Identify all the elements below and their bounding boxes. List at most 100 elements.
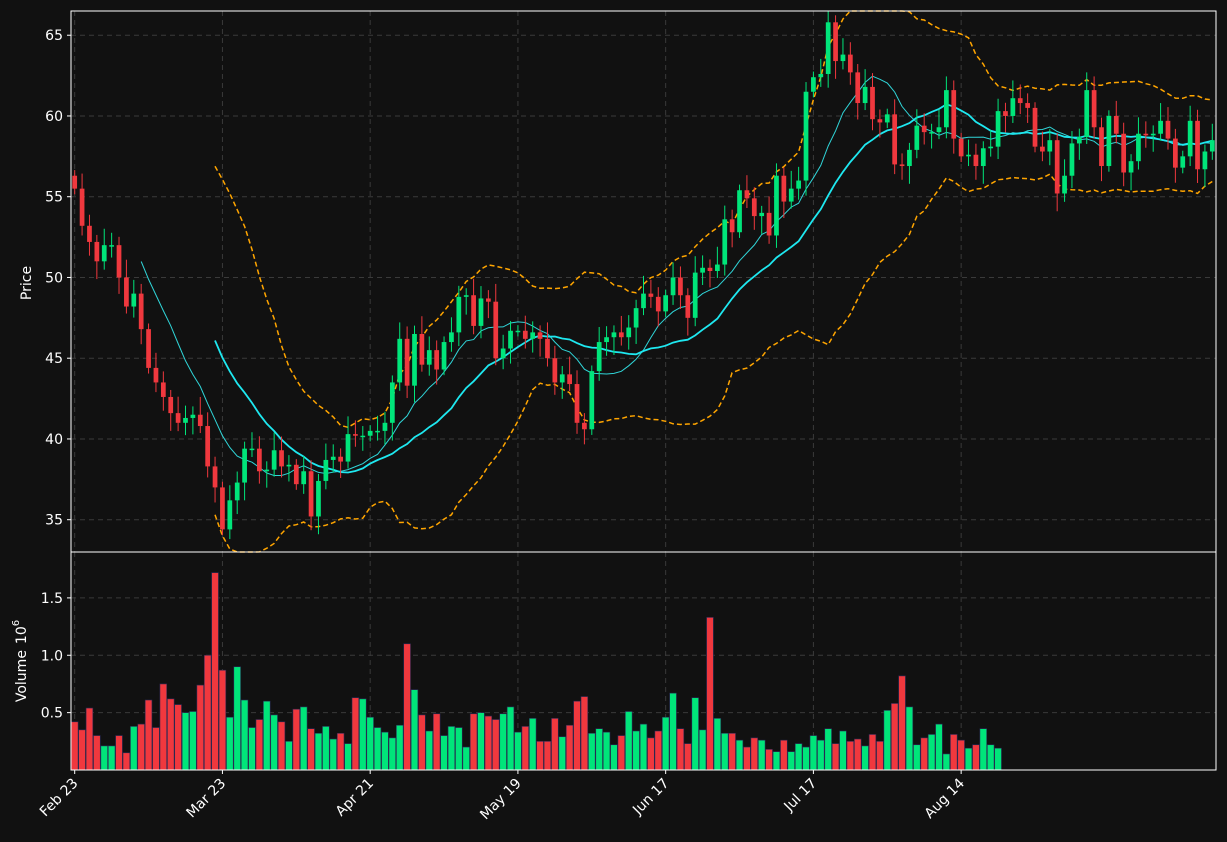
volume-bar [373, 727, 382, 771]
candle-body [618, 332, 624, 338]
candle-body [153, 367, 159, 383]
volume-bar [359, 698, 367, 771]
volume-tick-label: 0.5 [41, 706, 63, 722]
candle-body [921, 125, 927, 133]
volume-bar [107, 745, 116, 771]
candle-body [412, 333, 417, 386]
candle-body [589, 371, 595, 430]
candle-body [1143, 133, 1149, 136]
price-axis-label: Price [19, 266, 35, 300]
candle-body [1076, 136, 1082, 144]
volume-bar [174, 704, 182, 771]
candle-body [212, 466, 218, 488]
volume-bar [189, 711, 197, 771]
candle-body [242, 448, 247, 483]
volume-bar [721, 732, 729, 771]
candle-body [663, 295, 669, 312]
candle-body [567, 374, 572, 385]
volume-bar [809, 735, 818, 771]
volume-bar [706, 617, 714, 771]
candle-body [1032, 107, 1038, 147]
candle-body [899, 164, 905, 167]
volume-bar [802, 746, 810, 771]
price-tick-label: 35 [45, 513, 63, 529]
volume-bar [477, 712, 485, 771]
candle-body [870, 86, 875, 120]
candle-body [486, 298, 491, 302]
price-tick-label: 40 [45, 432, 63, 448]
volume-bar [684, 743, 692, 771]
volume-bar [159, 683, 168, 771]
candle-body [751, 198, 757, 217]
volume-bars [71, 572, 1002, 771]
candle-body [862, 86, 868, 104]
volume-bar [93, 735, 101, 771]
candle-body [980, 148, 986, 167]
candle-body [1003, 111, 1008, 116]
candle-body [825, 22, 831, 74]
candle-body [345, 434, 351, 462]
candle-body [833, 22, 838, 62]
volume-bar [728, 732, 736, 771]
candle-body [72, 175, 78, 189]
volume-axis-label: Volume 106 [11, 620, 30, 702]
candle-body [995, 111, 1001, 147]
candle-body [1084, 90, 1090, 137]
volume-bar [322, 726, 330, 771]
candle-body [301, 471, 307, 485]
volume-bar [647, 737, 655, 771]
candle-body [596, 342, 602, 372]
candle-body [685, 295, 691, 318]
volume-bar [277, 721, 286, 771]
volume-bar [469, 713, 478, 771]
volume-bar [167, 698, 175, 771]
candle-body [323, 459, 329, 481]
candle-body [729, 219, 735, 233]
price-tick-label: 65 [45, 28, 63, 44]
volume-bar [950, 734, 958, 771]
volume-bar [868, 734, 877, 771]
volume-bar [676, 728, 685, 771]
candle-body [522, 330, 528, 339]
volume-bar [757, 739, 766, 771]
candle-body [190, 414, 196, 418]
candle-body [840, 54, 846, 62]
volume-bar [203, 654, 212, 771]
candle-body [279, 450, 284, 467]
candle-body [515, 330, 521, 333]
volume-bar [381, 731, 389, 771]
candle-body [271, 450, 277, 470]
volume-bar [336, 732, 345, 771]
volume-bar [351, 697, 360, 771]
volume-plot-frame [70, 551, 1217, 771]
volume-bar [935, 723, 943, 771]
volume-panel: 0.5 1.0 1.5 Feb 23 Mar 23 Apr 21 May 19 Jun 17… [11, 551, 1217, 823]
date-tick-label: Mar 23 [184, 776, 230, 822]
price-panel: 35 40 45 50 55 60 65 Price [19, 10, 1217, 553]
candle-body [1106, 115, 1112, 167]
volume-axis-exponent: 6 [11, 620, 22, 626]
volume-bar [344, 743, 352, 771]
candle-body [264, 469, 270, 472]
candle-body [1047, 140, 1053, 152]
candle-body [530, 332, 536, 339]
volume-bar [743, 746, 751, 771]
candle-body [249, 448, 255, 451]
volume-bar [425, 730, 433, 771]
candle-body [1187, 120, 1193, 157]
volume-bar [403, 643, 411, 771]
candle-body [737, 190, 742, 233]
candle-body [788, 188, 794, 202]
volume-y-ticks: 0.5 1.0 1.5 [41, 591, 71, 722]
candle-body [124, 277, 129, 307]
volume-bar [817, 739, 825, 771]
candle-body [966, 154, 971, 157]
volume-bar [861, 745, 869, 771]
candle-body [456, 296, 462, 333]
candle-body [220, 487, 225, 530]
candle-body [138, 293, 144, 330]
candles [72, 11, 1215, 540]
volume-bar [226, 716, 234, 771]
volume-bar [580, 696, 589, 771]
